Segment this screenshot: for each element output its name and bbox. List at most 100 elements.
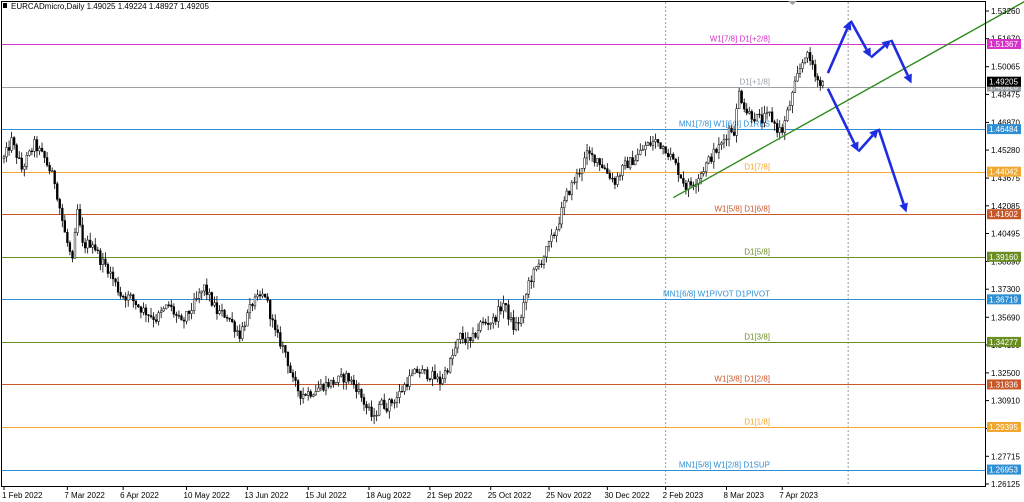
svg-text:1.39160: 1.39160 — [989, 253, 1018, 262]
forecast-arrow-0-0[interactable] — [826, 20, 852, 74]
candle — [509, 312, 513, 323]
candle — [99, 248, 102, 271]
forecast-arrows-layer[interactable] — [826, 20, 912, 213]
candle — [540, 259, 543, 268]
candle — [519, 314, 523, 327]
candle — [616, 172, 619, 187]
candle — [58, 197, 61, 215]
candle — [431, 366, 434, 387]
candle — [656, 139, 660, 147]
candle — [94, 238, 97, 252]
candle — [28, 149, 31, 157]
candle — [504, 303, 508, 313]
candle — [187, 309, 191, 321]
candle — [461, 326, 464, 344]
candle — [312, 393, 315, 398]
candle — [631, 150, 634, 166]
candle — [322, 383, 325, 392]
candle — [375, 410, 378, 422]
shift-marker-icon[interactable] — [788, 1, 797, 5]
candle — [91, 241, 94, 254]
candle — [132, 293, 135, 308]
forecast-arrow-0-3[interactable] — [890, 39, 912, 84]
candle — [664, 146, 667, 154]
svg-text:1.46484: 1.46484 — [989, 125, 1018, 134]
candle — [459, 332, 462, 345]
candle — [160, 306, 163, 319]
candle — [271, 314, 274, 328]
forecast-arrow-1-0[interactable] — [826, 88, 859, 152]
candle — [416, 366, 419, 374]
forecast-arrow-0-1[interactable] — [849, 20, 871, 58]
candle — [765, 106, 769, 120]
level-price-tag-10: 1.26953 — [987, 464, 1021, 475]
chart-header: EURCADmicro,Daily 1.49025 1.49224 1.4892… — [3, 2, 209, 11]
candle — [573, 176, 576, 185]
candle — [395, 391, 399, 408]
y-tick-label-4: 1.46870 — [991, 118, 1020, 127]
candle — [223, 308, 226, 319]
svg-text:1.31836: 1.31836 — [989, 380, 1018, 389]
candle — [20, 152, 23, 173]
candle — [575, 168, 579, 190]
candle — [730, 125, 733, 134]
candle — [502, 295, 505, 319]
price-tags-layer: 1.51367 1.48926 1.46484 1.44042 1.41602 1.391… — [987, 38, 1021, 475]
candle — [755, 113, 759, 122]
level-price-tag-5: 1.39160 — [987, 251, 1021, 262]
candle — [735, 103, 738, 143]
candle — [760, 107, 764, 129]
candle — [116, 276, 120, 296]
candle — [722, 133, 726, 149]
candle — [763, 105, 766, 128]
candle — [669, 147, 672, 161]
candles-layer — [2, 47, 824, 425]
candle — [2, 154, 6, 164]
candle — [144, 304, 148, 323]
candle — [819, 76, 822, 91]
candle — [261, 288, 264, 299]
candle — [403, 382, 406, 395]
candle — [768, 111, 771, 117]
candle — [266, 293, 269, 303]
level-price-tag-7: 1.34277 — [987, 336, 1021, 347]
level-price-tag-2: 1.46484 — [987, 124, 1021, 134]
forecast-arrow-1-2[interactable] — [877, 128, 908, 213]
candle — [370, 400, 373, 421]
trendline-layer[interactable] — [672, 0, 1024, 199]
candle — [251, 302, 254, 312]
candle — [195, 291, 198, 302]
candle — [542, 255, 546, 269]
forecast-arrow-0-2[interactable] — [870, 39, 892, 59]
svg-text:1.36719: 1.36719 — [989, 295, 1018, 304]
candle — [464, 332, 467, 345]
candle — [471, 327, 475, 344]
y-tick-label-11: 1.35690 — [991, 313, 1020, 322]
candle — [499, 301, 503, 315]
svg-text:1.51367: 1.51367 — [989, 40, 1018, 49]
candle — [213, 296, 216, 308]
candle — [570, 180, 573, 201]
candle — [603, 164, 606, 170]
time-axis[interactable]: 1 Feb 2022 7 Mar 2022 6 Apr 2022 10 May 202… — [2, 486, 818, 500]
candle — [233, 319, 236, 338]
level-price-tag-4: 1.41602 — [987, 209, 1021, 220]
candle — [677, 156, 680, 182]
y-tick-label-2: 1.50065 — [991, 63, 1020, 72]
candle — [446, 368, 449, 375]
forecast-arrow-1-1[interactable] — [857, 128, 879, 153]
level-price-tag-6: 1.36719 — [987, 294, 1021, 305]
candle — [674, 157, 677, 166]
candle — [578, 168, 581, 178]
trend-line[interactable] — [672, 0, 1024, 199]
x-tick-label-2: 6 Apr 2022 — [120, 491, 159, 500]
candle — [661, 144, 665, 155]
candle — [101, 252, 105, 273]
candle — [241, 321, 244, 342]
candle — [83, 238, 87, 254]
candle — [365, 401, 368, 415]
candle — [707, 155, 710, 165]
candle — [380, 397, 383, 406]
